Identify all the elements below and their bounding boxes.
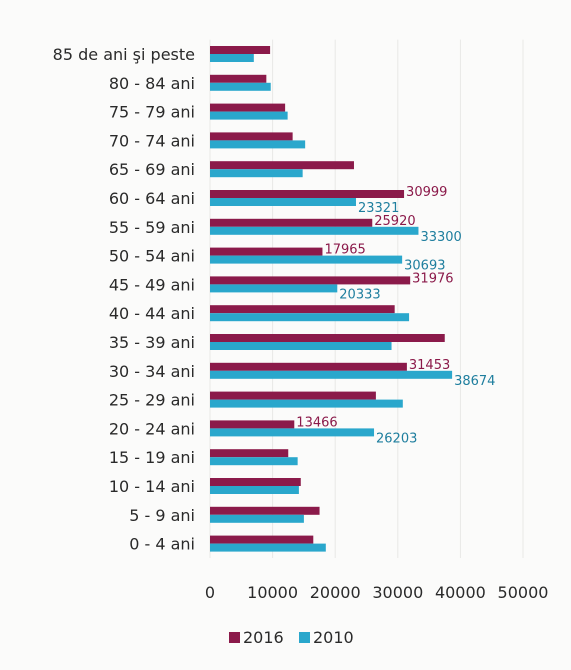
bar-2010: [210, 226, 419, 235]
x-tick-label: 30000: [372, 583, 423, 602]
bar-2010: [210, 140, 306, 149]
legend-swatch-2016: [229, 632, 240, 643]
legend: 2016 2010: [229, 628, 354, 647]
y-tick-label: 55 - 59 ani: [109, 218, 195, 237]
bar-2010: [210, 169, 303, 178]
data-label-2010: 38674: [454, 374, 495, 389]
bar-2016: [210, 218, 373, 227]
bar-2016: [210, 74, 267, 83]
bar-2010: [210, 54, 254, 62]
x-tick-label: 0: [205, 583, 215, 602]
y-tick-label: 45 - 49 ani: [109, 275, 195, 294]
x-axis-labels: 0 10000 20000 30000 40000 50000: [205, 583, 549, 602]
bar-2016: [210, 506, 320, 515]
bar-2016: [210, 478, 301, 486]
y-tick-label: 65 - 69 ani: [109, 160, 195, 179]
bar-2016: [210, 276, 411, 285]
data-label-2010: 26203: [376, 431, 417, 446]
bar-2016: [210, 103, 286, 112]
legend-swatch-2010: [299, 632, 310, 643]
bar-2016: [210, 190, 405, 198]
data-label-2016: 31976: [412, 271, 453, 286]
bar-2010: [210, 457, 298, 466]
bar-2010: [210, 370, 453, 379]
y-tick-label: 5 - 9 ani: [129, 506, 195, 525]
x-tick-label: 50000: [498, 583, 549, 602]
bar-2016: [210, 391, 376, 400]
y-tick-label: 85 de ani şi peste: [53, 45, 195, 64]
y-axis-labels: 85 de ani şi peste 80 - 84 ani 75 - 79 ani…: [53, 45, 195, 554]
y-tick-label: 70 - 74 ani: [109, 131, 195, 150]
bar-2016: [210, 449, 289, 458]
data-label-2016: 30999: [406, 185, 447, 200]
data-label-2016: 13466: [296, 415, 337, 430]
bar-2016: [210, 334, 445, 342]
bar-2010: [210, 514, 304, 523]
bar-2010: [210, 313, 410, 322]
gridlines: [209, 39, 524, 558]
legend-label-2016: 2016: [243, 628, 284, 647]
data-label-2010: 20333: [339, 287, 380, 302]
bar-2010: [210, 82, 271, 91]
bar-2010: [210, 399, 403, 408]
bar-2010: [210, 486, 299, 494]
bar-2010: [210, 111, 288, 120]
bar-2016: [210, 132, 293, 141]
data-label-2016: 25920: [374, 214, 415, 229]
bar-2010: [210, 543, 326, 552]
bar-2016: [210, 305, 395, 314]
bar-2016: [210, 247, 323, 256]
bar-2010: [210, 284, 338, 293]
data-label-2010: 23321: [358, 201, 399, 216]
bar-2016: [210, 362, 407, 371]
data-label-2010: 33300: [420, 230, 461, 245]
bar-2016: [210, 161, 354, 170]
data-label-2016: 17965: [324, 243, 365, 258]
x-tick-label: 40000: [435, 583, 486, 602]
y-tick-label: 35 - 39 ani: [109, 333, 195, 352]
y-tick-label: 25 - 29 ani: [109, 391, 195, 410]
bars: [210, 46, 453, 552]
y-tick-label: 10 - 14 ani: [109, 477, 195, 496]
data-label-2010: 30693: [404, 259, 445, 274]
y-tick-label: 60 - 64 ani: [109, 189, 195, 208]
bar-2010: [210, 198, 356, 206]
y-tick-label: 80 - 84 ani: [109, 74, 195, 93]
y-tick-label: 75 - 79 ani: [109, 103, 195, 122]
bar-2016: [210, 46, 271, 54]
data-label-2016: 31453: [409, 358, 450, 373]
y-tick-label: 50 - 54 ani: [109, 247, 195, 266]
bar-2010: [210, 342, 392, 350]
bar-2016: [210, 420, 295, 429]
bar-2016: [210, 535, 314, 544]
legend-label-2010: 2010: [313, 628, 354, 647]
y-tick-label: 30 - 34 ani: [109, 362, 195, 381]
x-tick-label: 10000: [247, 583, 298, 602]
y-tick-label: 15 - 19 ani: [109, 448, 195, 467]
y-tick-label: 20 - 24 ani: [109, 419, 195, 438]
y-tick-label: 40 - 44 ani: [109, 304, 195, 323]
bar-2010: [210, 255, 403, 264]
x-tick-label: 20000: [310, 583, 361, 602]
y-tick-label: 0 - 4 ani: [129, 535, 195, 554]
bar-2010: [210, 428, 375, 437]
